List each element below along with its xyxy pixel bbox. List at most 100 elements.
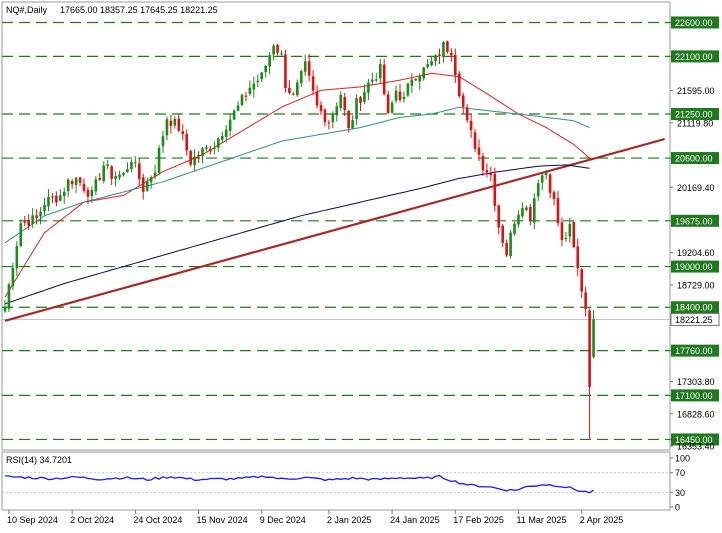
candle-body [568, 224, 572, 237]
time-tick-label: 2 Jan 2025 [327, 515, 372, 525]
candle-body [74, 177, 78, 186]
candle-body [118, 174, 121, 178]
candle-body [394, 90, 398, 101]
candle-body [339, 94, 343, 108]
candle-body [382, 64, 386, 95]
candle-body [260, 72, 264, 80]
candle-body [122, 172, 125, 175]
candle-body [141, 177, 145, 192]
price-label-box [671, 152, 719, 165]
candle-body [248, 87, 252, 94]
price-tick-label: 17760.00 [675, 346, 713, 356]
candle-body [232, 110, 236, 120]
candle-body [446, 41, 449, 52]
candle-body [343, 96, 346, 111]
price-label-box [671, 108, 719, 121]
candle-body [548, 174, 552, 193]
ma-line-slow [4, 164, 590, 305]
candle-body [592, 319, 595, 358]
time-tick-label: 2 Oct 2024 [70, 515, 114, 525]
price-tick-label: 19204.60 [677, 248, 715, 258]
candle-body [134, 162, 137, 164]
time-tick-label: 2 Apr 2025 [580, 515, 624, 525]
price-tick-label: 17303.80 [677, 377, 715, 387]
time-tick-label: 9 Dec 2024 [260, 515, 306, 525]
candle-body [315, 91, 319, 106]
candle-body [327, 122, 331, 124]
candle-body [130, 162, 133, 170]
candle-body [375, 79, 378, 81]
candle-body [252, 83, 256, 90]
candle-body [165, 119, 169, 136]
candle-body [465, 107, 469, 121]
price-tick-label: 20169.40 [677, 183, 715, 193]
candle-body [576, 246, 580, 269]
time-tick-label: 10 Sep 2024 [7, 515, 58, 525]
candle-body [205, 147, 208, 149]
candle-body [588, 310, 591, 387]
price-tick-label: 21595.00 [677, 86, 715, 96]
candle-body [323, 109, 327, 123]
candle-body [106, 164, 109, 166]
candle-body [473, 132, 477, 149]
price-label-box [671, 301, 719, 314]
price-axis: 22600.00 22100.00 21595.00 21250.0021119.80… [670, 16, 720, 452]
price-tick-label: 17100.00 [675, 391, 713, 401]
candle-body [509, 232, 512, 257]
candle-body [39, 211, 42, 217]
candle-body [406, 83, 410, 96]
candle-body [169, 120, 173, 126]
candle-body [469, 120, 473, 131]
candle-body [59, 195, 62, 201]
candle-body [193, 156, 196, 166]
price-label-box [671, 50, 719, 63]
candle-body [584, 292, 587, 309]
candle-body [236, 105, 240, 111]
candle-body [390, 102, 394, 113]
candle-body [189, 150, 192, 165]
candle-body [450, 52, 453, 56]
candle-body [78, 177, 82, 183]
candle-body [410, 79, 414, 86]
candle-body [485, 170, 489, 173]
candle-body [477, 147, 481, 155]
candle-body [94, 179, 98, 192]
price-tick-label: 16450.00 [675, 435, 713, 445]
symbol-label: NQ#,Daily [6, 5, 48, 15]
candle-body [461, 95, 465, 107]
time-tick-label: 17 Feb 2025 [453, 515, 504, 525]
candle-body [414, 78, 418, 81]
candle-body [161, 136, 165, 147]
candle-body [386, 94, 390, 113]
price-label-box [671, 214, 719, 227]
price-tick-label: 22100.00 [675, 52, 713, 62]
candle-body [434, 55, 437, 62]
candle-body [185, 134, 188, 151]
candle-body [23, 221, 27, 223]
main-plot-frame [1, 1, 671, 451]
rsi-panel: 100 70 30 0 [2, 454, 690, 513]
candle-body [15, 245, 19, 269]
price-tick-label: 21250.00 [675, 110, 713, 120]
price-tick-label: 18729.00 [677, 280, 715, 290]
candle-body [86, 189, 90, 197]
candle-body [454, 54, 457, 76]
price-label-box [671, 389, 719, 402]
price-tick-label: 19000.00 [675, 262, 713, 272]
candle-body [533, 198, 536, 223]
ohlc-label: 17665.00 18357.25 17645.25 18221.25 [60, 5, 218, 15]
price-label-box [671, 260, 719, 273]
candle-body [7, 284, 11, 310]
price-tick-label: 16353.40 [677, 442, 715, 452]
time-tick-label: 24 Jan 2025 [390, 515, 440, 525]
candle-body [513, 223, 516, 234]
candle-body [564, 238, 568, 240]
candle-body [62, 191, 66, 196]
candle-body [438, 54, 441, 57]
candle-body [90, 190, 94, 197]
candle-body [367, 82, 370, 93]
candle-body [35, 215, 38, 219]
candle-body [244, 95, 248, 97]
rsi-tick-label: 100 [675, 454, 690, 464]
